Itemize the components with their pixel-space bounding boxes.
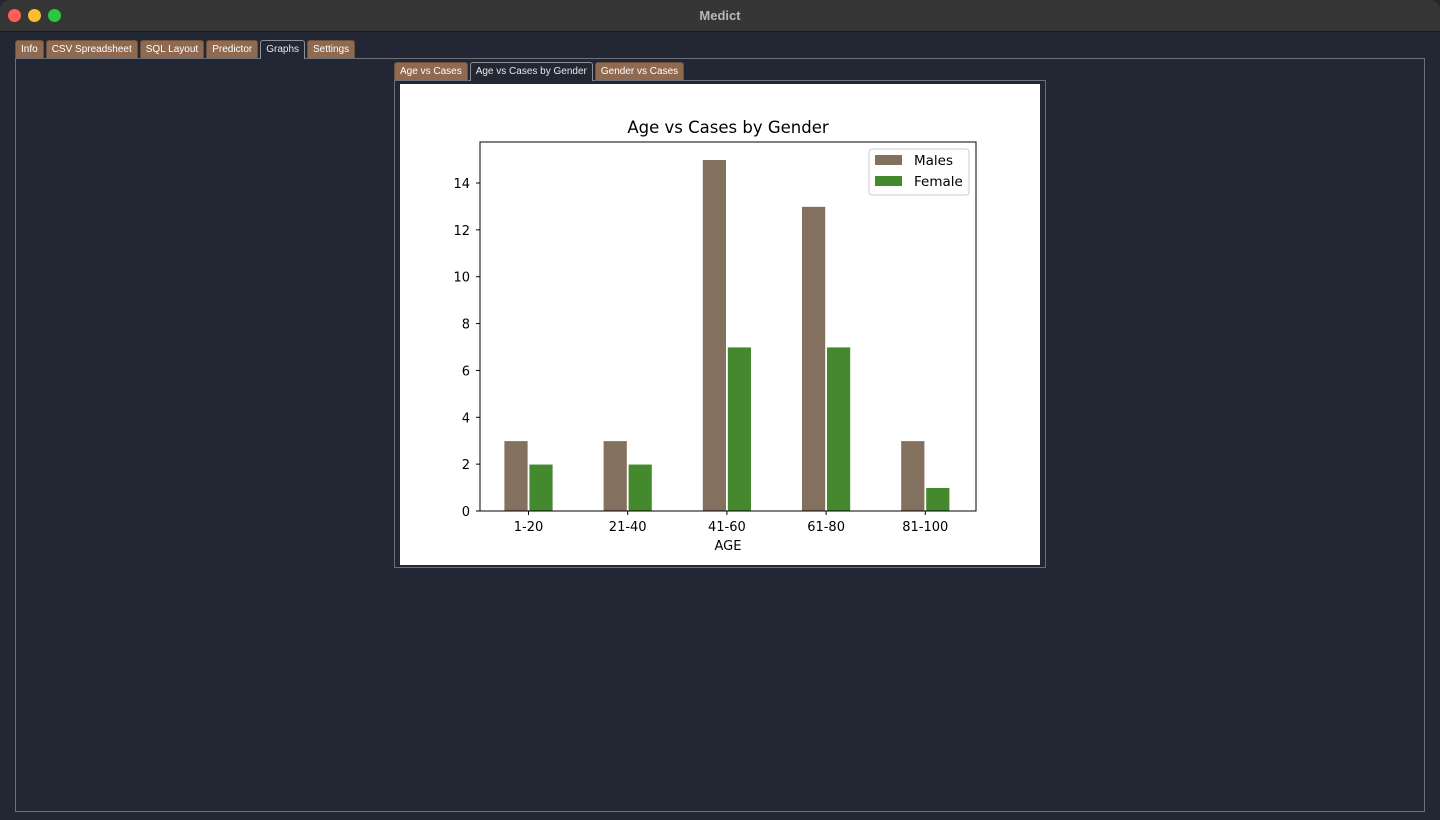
y-tick-label: 12 [453, 224, 470, 239]
graph-tab-bar: Age vs Cases Age vs Cases by Gender Gend… [394, 62, 686, 81]
y-tick-label: 10 [453, 271, 470, 286]
bar-males-61-80 [801, 206, 827, 512]
bar-female-81-100 [925, 487, 951, 512]
bar-female-41-60 [726, 346, 752, 512]
chart-canvas: 0 2 4 6 8 10 12 14 1-20 21-40 41-60 61-80 81-100 Age … [400, 84, 1040, 565]
minimize-window-button[interactable] [28, 9, 41, 22]
y-tick-label: 6 [462, 364, 470, 379]
y-tick-label: 8 [462, 318, 470, 333]
legend-swatch-males [875, 155, 902, 165]
window-title: Medict [699, 8, 741, 23]
subtab-age-vs-cases-by-gender[interactable]: Age vs Cases by Gender [469, 62, 593, 81]
bar-males-81-100 [900, 440, 926, 512]
tab-settings[interactable]: Settings [307, 40, 356, 58]
close-window-button[interactable] [8, 9, 21, 22]
subtab-gender-vs-cases[interactable]: Gender vs Cases [594, 62, 685, 80]
x-tick-label: 81-100 [902, 520, 948, 535]
bar-female-1-20 [528, 463, 554, 512]
bar-males-1-20 [503, 440, 529, 512]
bar-males-21-40 [602, 440, 628, 512]
title-bar: Medict [0, 0, 1440, 32]
tab-content-panel [15, 58, 1425, 812]
bar-female-21-40 [627, 463, 653, 512]
tab-sql-layout[interactable]: SQL Layout [139, 40, 205, 58]
x-tick-label: 1-20 [514, 520, 544, 535]
legend-label-female: Female [914, 174, 963, 190]
y-tick-label: 2 [462, 458, 470, 473]
plot-frame [479, 141, 977, 512]
tab-predictor[interactable]: Predictor [206, 40, 259, 58]
legend-label-males: Males [914, 153, 953, 169]
subtab-age-vs-cases[interactable]: Age vs Cases [394, 62, 468, 80]
tab-graphs[interactable]: Graphs [260, 40, 306, 59]
x-tick-label: 41-60 [708, 520, 746, 535]
tab-csv-spreadsheet[interactable]: CSV Spreadsheet [45, 40, 138, 58]
y-tick-label: 0 [462, 505, 470, 520]
bar-chart: 0 2 4 6 8 10 12 14 1-20 21-40 41-60 61-80 81-100 Age … [453, 118, 977, 554]
bar-males-41-60 [701, 159, 727, 512]
tab-info[interactable]: Info [15, 40, 44, 58]
y-tick-label: 4 [462, 411, 470, 426]
bar-female-61-80 [826, 346, 852, 512]
y-tick-label: 14 [453, 177, 470, 192]
maximize-window-button[interactable] [48, 9, 61, 22]
chart-title: Age vs Cases by Gender [627, 118, 828, 137]
x-tick-label: 61-80 [807, 520, 845, 535]
legend-swatch-female [875, 176, 902, 186]
main-tab-bar: Info CSV Spreadsheet SQL Layout Predicto… [15, 40, 357, 59]
x-axis-label: AGE [715, 539, 742, 554]
graph-frame [394, 80, 1046, 568]
x-tick-label: 21-40 [609, 520, 647, 535]
